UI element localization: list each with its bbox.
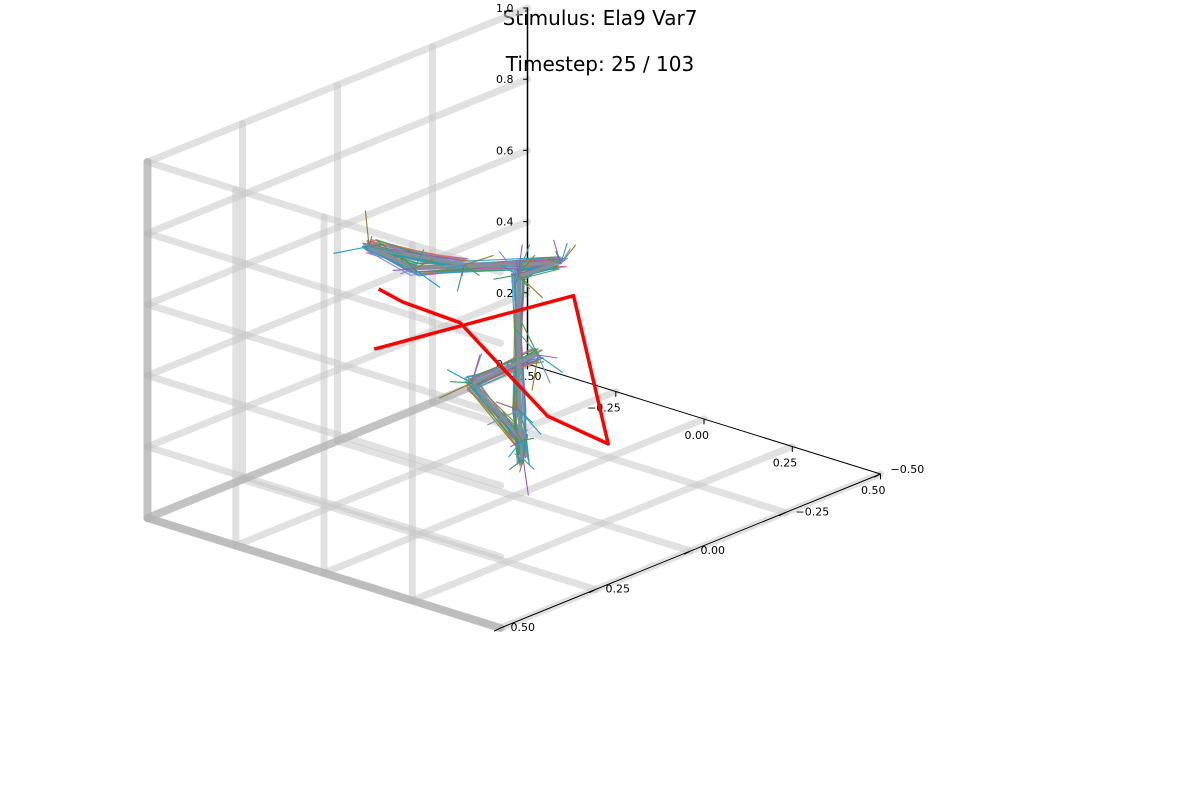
chart-subtitle: Timestep: 25 / 103 [505, 52, 695, 76]
joint-spike [446, 264, 465, 269]
joint-spike [521, 429, 528, 441]
joint-spike [522, 459, 529, 496]
axes [500, 7, 881, 629]
gridlines [143, 4, 884, 632]
wall-gridline [144, 75, 531, 237]
joint-spike [471, 382, 480, 397]
y-tick-mark [874, 473, 881, 478]
joint-spike [463, 264, 480, 277]
joint-spike [521, 440, 526, 455]
floor-gridline [334, 437, 694, 555]
joint-spike [514, 453, 524, 460]
joint-spike [560, 242, 568, 265]
joint-spike [471, 354, 481, 384]
y-tick-label: 0.00 [701, 544, 726, 557]
joint-spike [517, 254, 536, 276]
joint-spike [368, 245, 402, 255]
joint-spike [546, 257, 561, 265]
joint-spike [461, 264, 465, 277]
x-tick-label: 0.25 [773, 457, 798, 470]
joint-spike [517, 274, 544, 299]
joint-spike [553, 239, 562, 265]
tick-labels: −0.50−0.250.000.250.50−0.50−0.250.000.25… [494, 2, 925, 634]
chart-title: Stimulus: Ela9 Var7 [502, 6, 698, 30]
joint-spike [413, 249, 425, 270]
joint-spike [392, 268, 415, 271]
joint-spike [368, 246, 377, 255]
z-tick-label: 0.2 [496, 287, 514, 300]
joint-spike [369, 243, 384, 248]
z-tick-label: 0.8 [496, 73, 514, 86]
joint-spike [508, 440, 523, 458]
joint-spike [450, 381, 472, 384]
joint-spike [518, 409, 534, 424]
y-tick-mark [779, 512, 786, 516]
series-layer [333, 210, 610, 496]
wall-gridline [144, 229, 504, 347]
y-tick-mark [684, 550, 691, 555]
y-tick-label: 0.50 [511, 621, 536, 634]
x-tick-label: 0.50 [861, 484, 886, 497]
floor-gridline [429, 399, 789, 516]
y-tick-label: −0.50 [891, 463, 925, 476]
z-tick-label: 1.0 [496, 2, 514, 15]
wall-gridline [144, 4, 531, 166]
joint-spike [333, 245, 370, 254]
joint-spike [439, 382, 472, 399]
joint-spike [513, 401, 520, 411]
joint-spike [517, 274, 531, 290]
joint-spike [487, 409, 520, 426]
joint-spike [517, 244, 523, 275]
wall-gridline [144, 218, 531, 380]
joint-spike [498, 251, 519, 276]
joint-spike [463, 254, 494, 266]
x-tick-label: −0.25 [587, 402, 621, 415]
y-tick-label: 0.25 [606, 583, 631, 596]
y-tick-label: −0.25 [796, 506, 830, 519]
target-line [373, 287, 610, 446]
joint-spike [510, 439, 523, 448]
y-tick-mark [494, 627, 501, 632]
wall-gridline [144, 289, 531, 451]
z-tick-label: 0.4 [496, 216, 514, 229]
corner-edge [143, 360, 532, 522]
joint-spike [560, 248, 571, 265]
joint-spike [502, 411, 523, 441]
joint-spike [446, 369, 472, 384]
joint-spike [515, 260, 519, 275]
joint-spike [521, 437, 535, 441]
joint-spike [413, 258, 434, 270]
x-tick-label: 0.00 [685, 429, 710, 442]
y-tick-mark [589, 589, 596, 593]
wall-gridline [144, 146, 531, 308]
joint-spike [519, 459, 524, 473]
joint-spike [521, 322, 539, 356]
joint-spike [522, 458, 535, 470]
predicted-line [366, 248, 558, 278]
wall-gridline [144, 372, 504, 490]
joint-spike [401, 256, 415, 270]
joint-spike [368, 236, 373, 247]
joint-spike [537, 354, 551, 384]
joint-spike [517, 244, 531, 275]
z-tick-label: 0.6 [496, 144, 514, 157]
joint-spike [400, 268, 415, 275]
joint-spike [413, 268, 441, 288]
wall-gridline [144, 158, 504, 276]
joint-spike [537, 354, 558, 359]
joint-spike [537, 354, 564, 374]
wall-gridline [144, 443, 504, 561]
joint-spike [508, 458, 524, 471]
corner-edge [143, 514, 505, 632]
joint-spike [531, 354, 539, 391]
joint-spike [493, 274, 519, 280]
joint-spike [500, 265, 519, 276]
joint-spike [495, 401, 520, 411]
joint-spike [441, 257, 465, 266]
joint-spike [513, 274, 519, 289]
joint-spike [364, 210, 370, 247]
joint-spike [513, 326, 539, 356]
